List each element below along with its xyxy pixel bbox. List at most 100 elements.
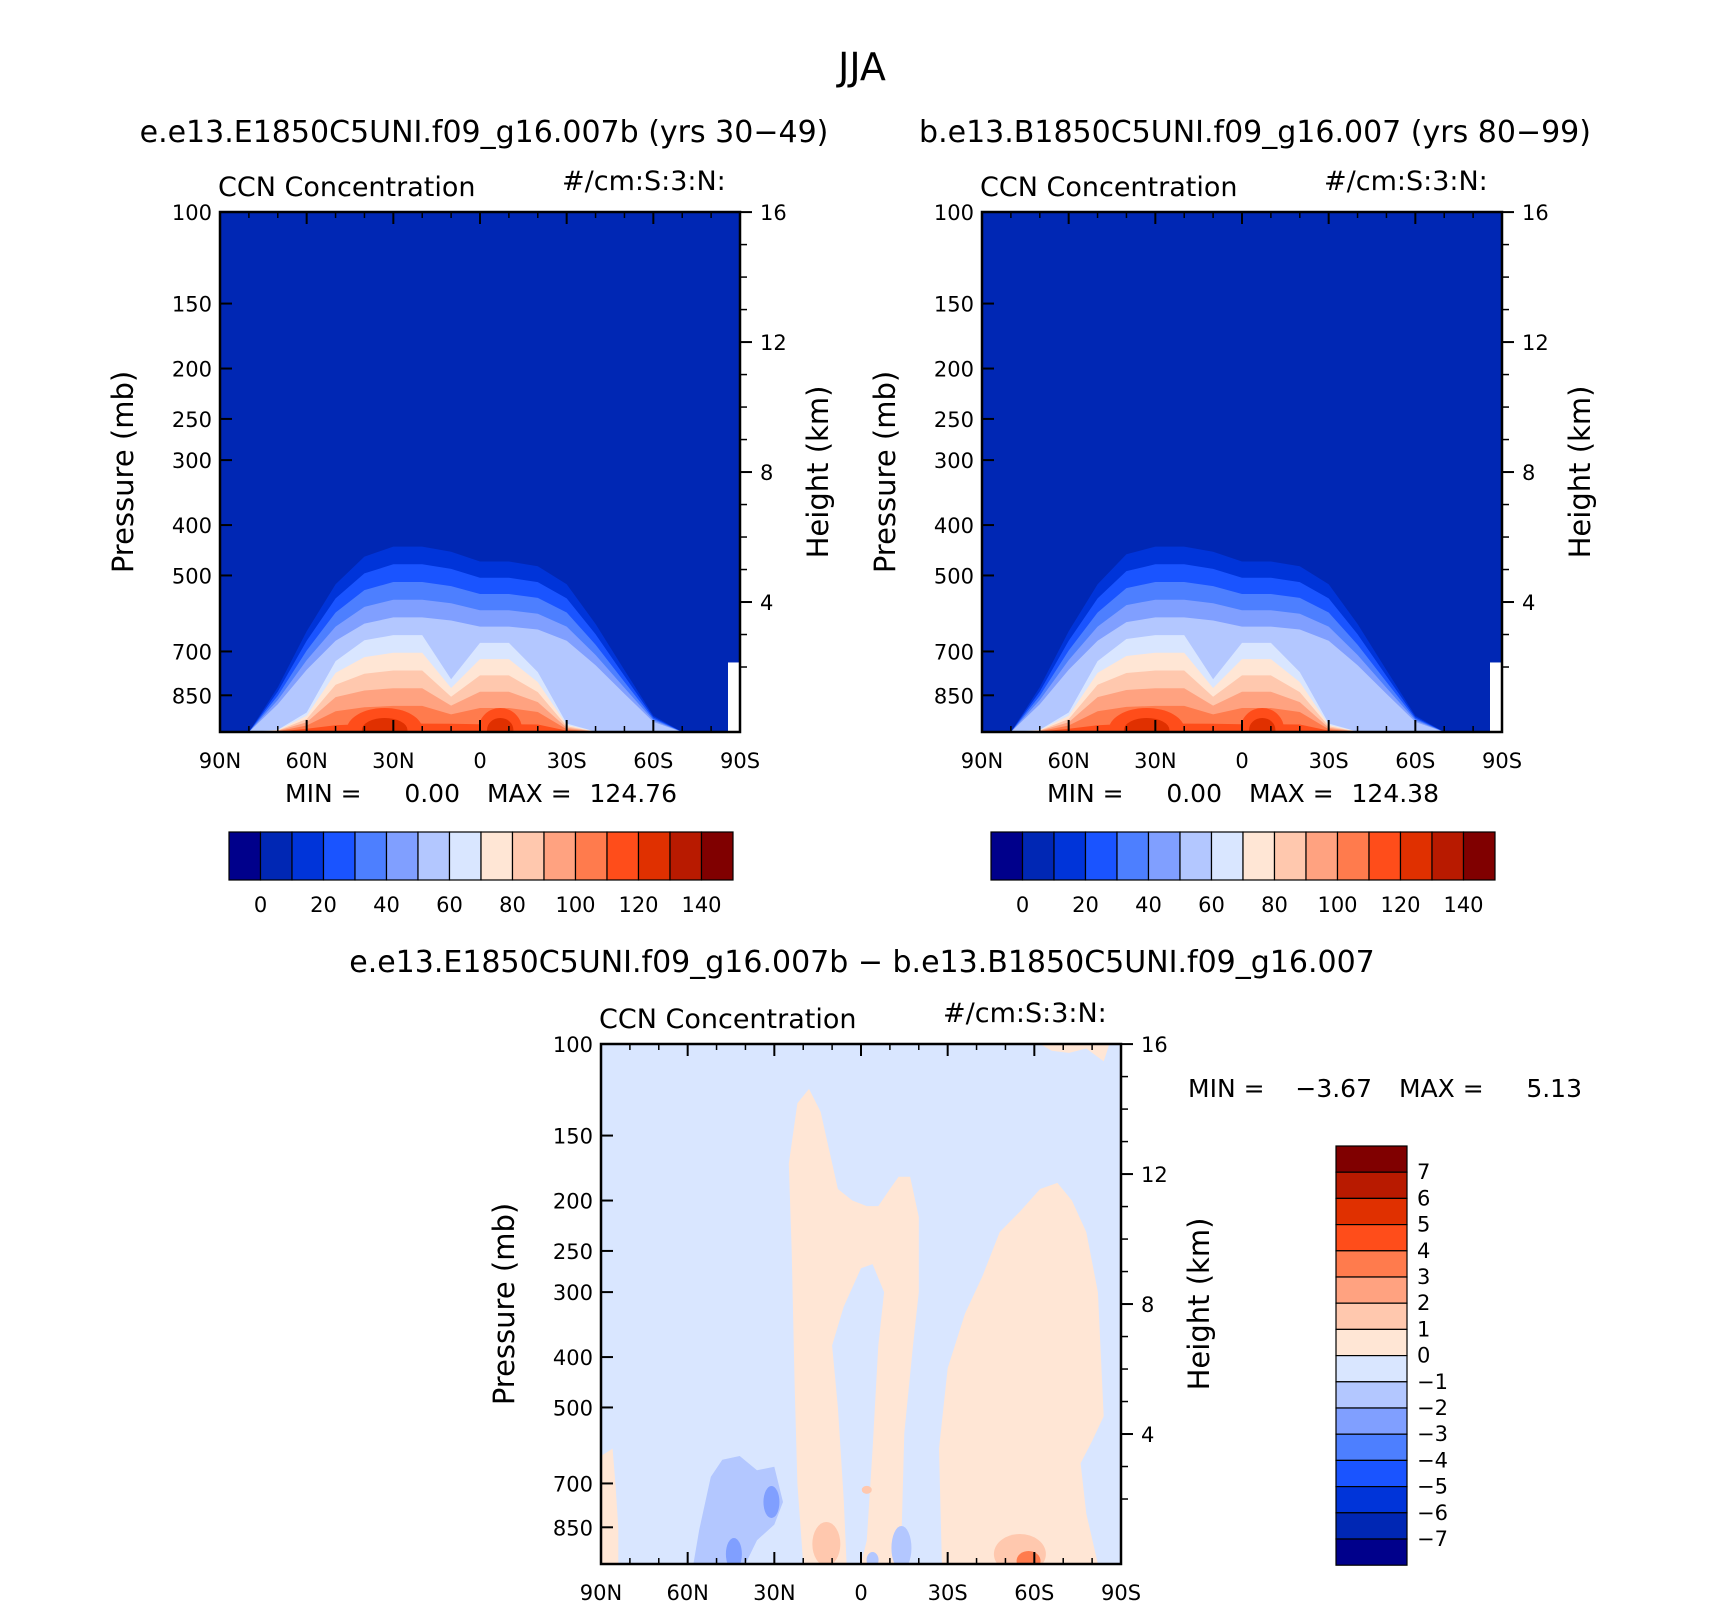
missing-data [728,662,740,732]
core-band [1123,718,1170,732]
colorbar-swatch [228,831,262,881]
colorbar-tick-label: −4 [1417,1448,1448,1472]
right-contour-bands [1010,546,1502,732]
colorbar-tick-label: 80 [499,893,526,917]
colorbar-swatch [1462,831,1496,881]
y-tick-label: 700 [934,640,974,664]
colorbar-swatch [1147,831,1181,881]
x-tick-label: 90N [580,1581,622,1601]
x-tick-label: 60N [666,1581,708,1601]
colorbar-tick-label: −3 [1417,1422,1448,1446]
positive-core [993,1534,1046,1564]
y-tick-label: 400 [934,514,974,538]
y-tick-label: 850 [172,684,212,708]
left-variable-label: CCN Concentration [218,172,476,203]
x-tick-label: 0 [1235,749,1248,773]
y-tick-label: 500 [172,564,212,588]
left-contour-field [248,546,740,732]
x-tick-label: 0 [473,749,486,773]
x-tick-label: 90S [1101,1581,1141,1601]
core-band [1249,718,1276,732]
x-tick-label: 30S [547,749,587,773]
y-tick-label: 250 [553,1240,593,1264]
colorbar-tick-label: −5 [1417,1475,1448,1499]
colorbar-tick-label: 20 [1072,893,1099,917]
x-tick-label: 30N [1134,749,1176,773]
colorbar-swatch [354,831,388,881]
right-max-label: MAX = [1249,779,1334,808]
y-tick-label: 850 [934,684,974,708]
y-right-tick-label: 8 [1522,461,1535,485]
colorbar-tick-label: 3 [1417,1265,1430,1289]
difference-subtitle: e.e13.E1850C5UNI.f09_g16.007b − b.e13.B1… [349,945,1375,980]
y-tick-label: 250 [172,408,212,432]
colorbar-swatch [1431,831,1465,881]
colorbar-swatch [1335,1512,1408,1540]
colorbar-tick-label: 60 [1198,893,1225,917]
positive-region [939,1182,1104,1564]
y-right-tick-label: 12 [1141,1163,1168,1187]
core-band [487,718,514,732]
left-y-axis-label: Pressure (mb) [106,371,140,573]
colorbar-tick-label: 60 [436,893,463,917]
colorbar-swatch [385,831,419,881]
diff-max-label: MAX = [1399,1074,1484,1103]
colorbar-swatch [322,831,356,881]
colorbar-tick-label: 140 [681,893,721,917]
y-tick-label: 850 [553,1516,593,1540]
colorbar-swatch [1210,831,1244,881]
y-right-tick-label: 12 [760,331,787,355]
x-tick-label: 60N [285,749,327,773]
colorbar-swatch [1335,1276,1408,1304]
colorbar-swatch [1084,831,1118,881]
colorbar-swatch [1021,831,1055,881]
left-axes: 100 150 200 250 300 400 500 700 850 4 8 12 16 90N 60N 3… [172,201,787,773]
left-y-right-axis-label: Height (km) [801,386,835,559]
colorbar-swatch [1053,831,1087,881]
colorbar-swatch [1335,1197,1408,1226]
colorbar-swatch [1335,1302,1408,1330]
colorbar-swatch [1335,1354,1408,1383]
negative-region [891,1526,912,1564]
left-max-label: MAX = [487,779,572,808]
difference-panel: CCN Concentration #/cm:S:3:N: 1001502002… [487,998,1582,1601]
negative-region [866,1552,879,1564]
x-tick-label: 0 [854,1581,867,1601]
colorbar-tick-label: 0 [254,893,267,917]
colorbar-tick-label: 20 [310,893,337,917]
right-y-axis-label: Pressure (mb) [868,371,902,573]
colorbar-tick-label: 40 [1135,893,1162,917]
x-tick-label: 60S [1014,1581,1054,1601]
y-right-tick-label: 4 [1522,591,1535,615]
positive-core [861,1485,872,1494]
colorbar-tick-label: 0 [1417,1344,1430,1368]
colorbar-tick-label: 100 [1317,893,1357,917]
x-tick-label: 90N [199,749,241,773]
missing-data [1490,662,1502,732]
colorbar-swatch [1335,1407,1408,1435]
y-tick-label: 250 [934,408,974,432]
diff-min-label: MIN = [1188,1074,1265,1103]
colorbar-swatch [1335,1381,1408,1409]
diff-variable-label: CCN Concentration [599,1004,857,1035]
diff-y-right-axis-label: Height (km) [1182,1218,1216,1391]
colorbar-swatch [1399,831,1433,881]
diff-max-value: 5.13 [1526,1074,1582,1103]
colorbar-tick-label: 100 [555,893,595,917]
left-min-value: 0.00 [404,779,460,808]
colorbar-tick-label: 2 [1417,1291,1430,1315]
colorbar-tick-label: 7 [1417,1160,1430,1184]
colorbar-swatch [1335,1433,1408,1461]
y-tick-label: 300 [553,1281,593,1305]
colorbar-swatch [606,831,640,881]
diff-units-label: #/cm:S:3:N: [943,998,1107,1029]
x-tick-label: 30N [753,1581,795,1601]
colorbar-tick-label: 120 [1380,893,1420,917]
y-right-tick-label: 12 [1522,331,1549,355]
colorbar-swatch [511,831,545,881]
colorbar-swatch [291,831,325,881]
left-min-label: MIN = [285,779,362,808]
colorbar-swatch [1116,831,1150,881]
positive-core [812,1522,841,1564]
